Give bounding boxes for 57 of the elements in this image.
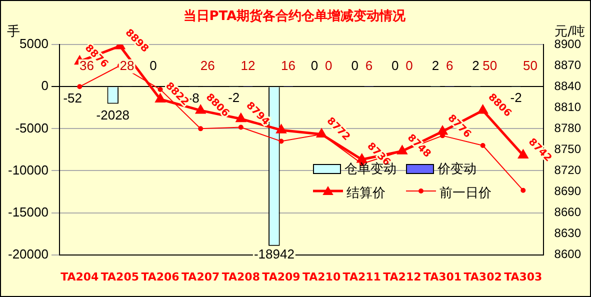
x-tick-label: TA207 bbox=[182, 270, 220, 284]
y2-tick-label: 8750 bbox=[554, 142, 582, 156]
data-label: -8 bbox=[188, 90, 200, 106]
data-label: 0 bbox=[351, 58, 358, 74]
data-label: -18942 bbox=[254, 246, 294, 262]
x-tick-label: TA302 bbox=[464, 270, 502, 284]
data-label: 26 bbox=[200, 58, 215, 73]
y-axis-title: 手 bbox=[7, 24, 20, 40]
data-label: 12 bbox=[240, 58, 256, 74]
x-tick-label: TA210 bbox=[302, 270, 341, 284]
y2-tick-label: 8780 bbox=[554, 120, 582, 135]
data-label: 28 bbox=[120, 58, 134, 73]
x-tick-label: TA212 bbox=[383, 270, 422, 284]
data-label: -2 bbox=[228, 90, 240, 106]
data-label: 6 bbox=[446, 58, 454, 74]
y2-tick-label: 8660 bbox=[554, 205, 582, 220]
y2-tick-label: 8720 bbox=[554, 163, 582, 178]
y2-tick-label: 8840 bbox=[554, 78, 582, 93]
chart-title: 当日PTA期货各合约仓单增减变动情况 bbox=[183, 8, 407, 24]
y-tick-label: -10000 bbox=[8, 162, 48, 178]
y-tick-label: 5000 bbox=[20, 36, 48, 52]
data-label: 2 bbox=[432, 58, 440, 74]
data-label: -2 bbox=[510, 90, 522, 106]
x-tick-label: TA206 bbox=[141, 270, 180, 284]
y-tick-label: -15000 bbox=[8, 204, 48, 220]
data-label: 0 bbox=[324, 58, 332, 74]
data-label: 6 bbox=[365, 58, 373, 74]
data-label: 2 bbox=[472, 58, 480, 74]
x-tick-label: TA208 bbox=[222, 270, 260, 284]
legend-label: 价变动 bbox=[437, 160, 476, 178]
x-tick-label: TA205 bbox=[100, 270, 140, 284]
y2-tick-label: 8870 bbox=[554, 58, 582, 72]
y-tick-label: -20000 bbox=[8, 246, 48, 262]
x-tick-label: TA209 bbox=[262, 270, 300, 284]
y-tick-label: -5000 bbox=[15, 120, 48, 136]
y2-tick-label: 8810 bbox=[554, 100, 582, 114]
data-label: -52 bbox=[63, 90, 82, 106]
data-label: 0 bbox=[392, 58, 399, 74]
legend-label: 前一日价 bbox=[439, 184, 492, 202]
data-label: 0 bbox=[150, 58, 157, 74]
data-label: 50 bbox=[482, 58, 498, 73]
legend-label: 结算价 bbox=[346, 184, 386, 202]
y2-tick-label: 8630 bbox=[554, 226, 582, 240]
y-tick-label: 0 bbox=[41, 78, 48, 94]
x-tick-label: TA211 bbox=[342, 270, 381, 284]
data-label: 0 bbox=[310, 58, 318, 74]
x-tick-label: TA303 bbox=[504, 270, 542, 284]
y2-tick-label: 8690 bbox=[554, 184, 582, 198]
x-tick-label: TA204 bbox=[60, 270, 100, 284]
data-label: 16 bbox=[281, 58, 296, 74]
y2-tick-label: 8900 bbox=[554, 36, 582, 51]
data-label: 0 bbox=[406, 58, 413, 74]
y2-axis-title: 元/吨 bbox=[554, 24, 585, 40]
y2-tick-label: 8600 bbox=[554, 247, 582, 262]
data-label: -2028 bbox=[96, 107, 130, 122]
x-tick-label: TA301 bbox=[423, 270, 462, 284]
data-label: 50 bbox=[522, 58, 538, 73]
